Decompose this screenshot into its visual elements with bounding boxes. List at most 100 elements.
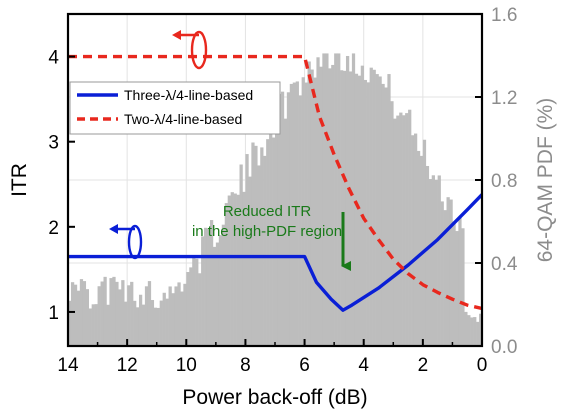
pdf-bar (103, 276, 107, 346)
pdf-bar (295, 81, 299, 346)
pdf-bar (413, 133, 418, 346)
pdf-bar (248, 176, 252, 346)
pdf-bar (254, 145, 258, 346)
pdf-bar (399, 112, 403, 346)
pdf-bar (316, 57, 320, 346)
pdf-bar (153, 307, 158, 346)
pdf-bar (354, 73, 359, 346)
pdf-bar (266, 139, 270, 346)
pdf-bar (340, 70, 344, 346)
pdf-bar (245, 154, 249, 346)
y-left-tick-label: 4 (48, 48, 59, 69)
pdf-bar (269, 123, 273, 346)
pdf-bar (171, 293, 175, 346)
pdf-bar (411, 135, 415, 346)
pdf-bar (94, 304, 98, 346)
pdf-bar (206, 228, 211, 346)
pdf-bar (97, 286, 101, 346)
pdf-bar (366, 82, 370, 346)
pdf-bar (461, 228, 465, 346)
pdf-bar (337, 53, 341, 346)
pdf-bar (150, 300, 155, 346)
pdf-bar (85, 289, 89, 346)
pdf-bar (224, 203, 228, 346)
pdf-bar (260, 147, 264, 346)
pdf-bar (147, 281, 152, 346)
pdf-bar (204, 227, 208, 346)
series-lines (68, 54, 482, 312)
pdf-bar (357, 75, 362, 346)
pdf-bar (165, 298, 169, 346)
pdf-bar (195, 258, 199, 346)
red-axis-pointer-head (172, 30, 181, 40)
pdf-bar (76, 290, 81, 346)
pdf-bar (387, 74, 391, 346)
pdf-bar (304, 82, 308, 346)
pdf-bar (212, 246, 217, 346)
pdf-bar (100, 281, 104, 346)
red-axis-pointer-ellipse (190, 30, 208, 70)
pdf-bar (334, 53, 338, 346)
legend-box (69, 81, 281, 135)
legend: Three-λ/4-line-based Two-λ/4-line-based (69, 81, 281, 135)
pdf-bar (422, 139, 427, 346)
x-axis-title: Power back-off (dB) (182, 386, 367, 409)
pdf-bar (479, 313, 482, 346)
pdf-bar (115, 281, 119, 346)
pdf-bar (162, 292, 166, 346)
pdf-bar (73, 284, 78, 346)
pdf-bar (263, 155, 267, 346)
pdf-bar (209, 220, 214, 346)
x-tick-label: 4 (358, 355, 369, 376)
x-tick-label: 12 (117, 355, 138, 376)
pdf-bar (455, 231, 459, 346)
pdf-bar (91, 304, 95, 346)
pdf-bar (189, 267, 193, 346)
pdf-bar (127, 285, 131, 346)
pdf-bar (275, 129, 279, 346)
pdf-bar (428, 179, 433, 346)
pdf-histogram (68, 53, 482, 346)
pdf-bar (381, 83, 385, 346)
pdf-bar (325, 53, 329, 346)
pdf-bar (272, 137, 276, 346)
y-right-axis-title: 64-QAM PDF (%) (534, 98, 557, 263)
x-tick-label: 2 (418, 355, 429, 376)
pdf-bar (289, 83, 294, 346)
pdf-bar (301, 77, 305, 346)
pdf-bar (82, 281, 87, 346)
pdf-bar (307, 61, 311, 346)
pdf-bar (283, 118, 288, 346)
pdf-bar (440, 201, 444, 346)
pdf-bar (449, 199, 453, 346)
pdf-bar (236, 194, 240, 346)
pdf-bar (242, 191, 246, 346)
pdf-bar (408, 109, 412, 346)
blue-axis-pointer-ellipse (127, 224, 143, 260)
pdf-bar (233, 193, 237, 346)
pdf-bar (393, 118, 397, 346)
pdf-bar (124, 301, 128, 346)
pdf-bar (251, 142, 255, 346)
pdf-bar (402, 115, 406, 346)
legend-label: Two-λ/4-line-based (124, 111, 242, 127)
series-three-lambda-line (68, 193, 482, 312)
pdf-bar (416, 150, 421, 346)
pdf-bar (343, 70, 347, 346)
pdf-bar (174, 286, 178, 346)
pdf-bar (348, 71, 353, 346)
pdf-bar (384, 87, 388, 346)
pdf-bar (437, 175, 441, 346)
pdf-bar (375, 74, 379, 346)
pdf-bar (215, 242, 220, 346)
pdf-bar (136, 307, 140, 346)
pdf-bar (458, 216, 462, 346)
pdf-bar (68, 300, 72, 346)
y-right-tick-label: 0.0 (491, 337, 517, 358)
pdf-bar (396, 115, 400, 346)
pdf-bar (390, 101, 394, 346)
x-tick-label: 0 (477, 355, 488, 376)
pdf-bar (133, 300, 137, 346)
pdf-bar (180, 291, 184, 346)
